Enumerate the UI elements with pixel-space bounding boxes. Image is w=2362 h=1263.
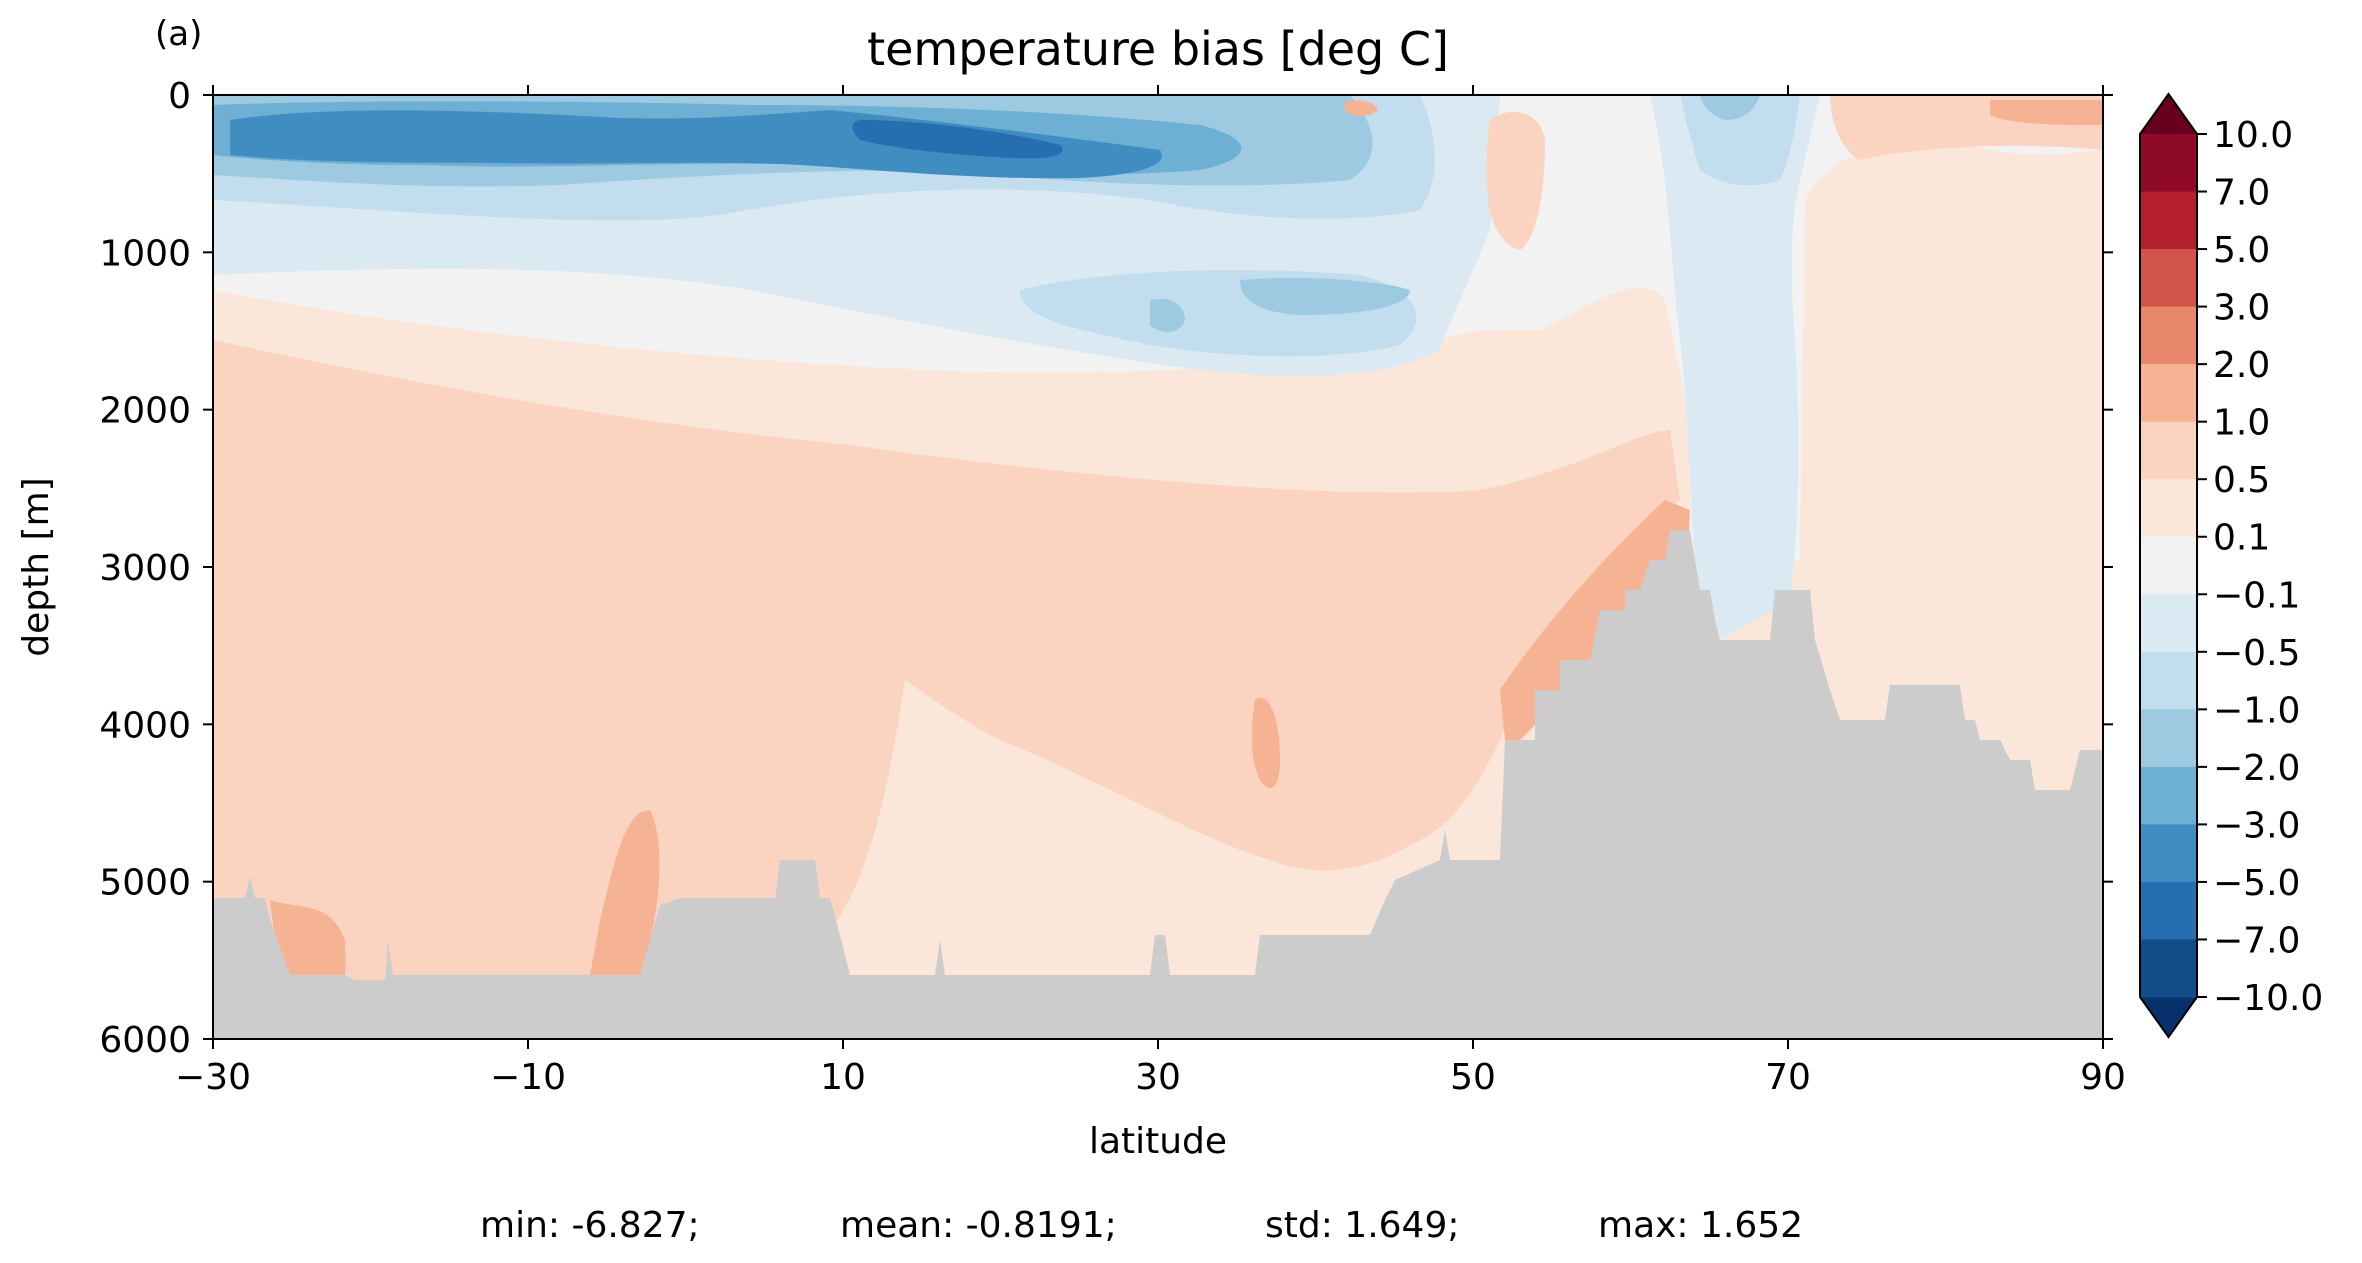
region-cool-tongue [1650, 95, 1820, 640]
colorbar-tick-label: 2.0 [2213, 345, 2270, 386]
region-warm-surface-north-core [1990, 100, 2103, 125]
colorbar-tick-label: −2.0 [2213, 748, 2300, 789]
colorbar-bin [2140, 939, 2197, 998]
colorbar-bin [2140, 191, 2197, 250]
colorbar-tick-label: 5.0 [2213, 230, 2270, 271]
x-tick-label: −30 [175, 1057, 251, 1098]
colorbar-bin [2140, 479, 2197, 538]
region-warm-1-0 [213, 340, 1680, 994]
stat-max: max: 1.652 [1598, 1205, 1803, 1246]
colorbar-bin [2140, 134, 2197, 193]
colorbar-bin [2140, 536, 2197, 595]
colorbar-tick-label: −5.0 [2213, 863, 2300, 904]
colorbar-bin [2140, 881, 2197, 940]
colorbar-tick-label: −1.0 [2213, 690, 2300, 731]
colorbar: 10.0 7.0 5.0 3.0 2.0 1.0 0.5 0.1 −0.1 −0.5 −1.0 −2.… [2139, 92, 2323, 1039]
x-tick-label: 90 [2080, 1057, 2126, 1098]
region-cool-tongue-core [1680, 95, 1800, 186]
y-axis-label: depth [m] [16, 477, 57, 656]
stats-line: min: -6.827; mean: -0.8191; std: 1.649; … [480, 1205, 1803, 1246]
panel-label: (a) [155, 14, 202, 54]
colorbar-bin [2140, 651, 2197, 710]
x-tick-label: 70 [1765, 1057, 1811, 1098]
y-tick-label: 5000 [99, 863, 191, 904]
chart-title: temperature bias [deg C] [867, 22, 1449, 76]
x-axis: −30 −10 10 30 50 70 90 [175, 85, 2126, 1098]
colorbar-bin [2140, 594, 2197, 653]
region-warm-2-0-north [1500, 500, 1690, 740]
contour-field [213, 95, 2103, 1039]
region-warm-upper-50n [1486, 111, 1545, 250]
colorbar-tick-label: −0.5 [2213, 633, 2300, 674]
region-warm-2-0-south [270, 900, 346, 980]
y-tick-label: 3000 [99, 548, 191, 589]
x-tick-label: 30 [1135, 1057, 1181, 1098]
y-tick-label: 1000 [99, 233, 191, 274]
colorbar-tick-label: −3.0 [2213, 805, 2300, 846]
colorbar-tick-label: 0.5 [2213, 460, 2270, 501]
colorbar-extend-low [2140, 997, 2197, 1037]
stat-std: std: 1.649; [1265, 1205, 1459, 1246]
colorbar-tick-label: 7.0 [2213, 173, 2270, 214]
region-cool-mid-core [1150, 298, 1185, 332]
colorbar-tick-label: −0.1 [2213, 575, 2300, 616]
y-tick-label: 4000 [99, 705, 191, 746]
colorbar-bin [2140, 364, 2197, 423]
region-warm-surface-spot [1345, 100, 1378, 116]
colorbar-bin [2140, 709, 2197, 768]
colorbar-tick-label: 1.0 [2213, 403, 2270, 444]
region-warm-2-0-equator [590, 810, 660, 980]
colorbar-tick-label: 0.1 [2213, 518, 2270, 559]
y-axis: 0 1000 2000 3000 4000 5000 6000 [99, 76, 2113, 1061]
y-tick-label: 0 [168, 76, 191, 117]
x-tick-label: 50 [1450, 1057, 1496, 1098]
colorbar-bin [2140, 306, 2197, 365]
region-cool-5-0 [852, 120, 1063, 159]
colorbar-tick-label: −7.0 [2213, 920, 2300, 961]
colorbar-tick-label: 10.0 [2213, 115, 2293, 156]
region-cool-mid-core-2 [1240, 278, 1410, 315]
y-tick-label: 2000 [99, 391, 191, 432]
colorbar-tick-label: 3.0 [2213, 288, 2270, 329]
region-cool-tongue-core-2 [1700, 95, 1760, 120]
colorbar-tick-label: −10.0 [2213, 978, 2323, 1019]
x-axis-label: latitude [1089, 1121, 1227, 1162]
x-tick-label: −10 [490, 1057, 566, 1098]
region-warm-2-0-mid [1251, 698, 1280, 789]
stat-mean: mean: -0.8191; [840, 1205, 1117, 1246]
colorbar-bin [2140, 766, 2197, 825]
x-tick-label: 10 [820, 1057, 866, 1098]
stat-min: min: -6.827; [480, 1205, 700, 1246]
colorbar-bin [2140, 824, 2197, 883]
colorbar-extend-high [2140, 94, 2197, 134]
y-tick-label: 6000 [99, 1020, 191, 1061]
colorbar-bin [2140, 421, 2197, 480]
colorbar-bin [2140, 249, 2197, 308]
bathymetry [213, 530, 2103, 1039]
